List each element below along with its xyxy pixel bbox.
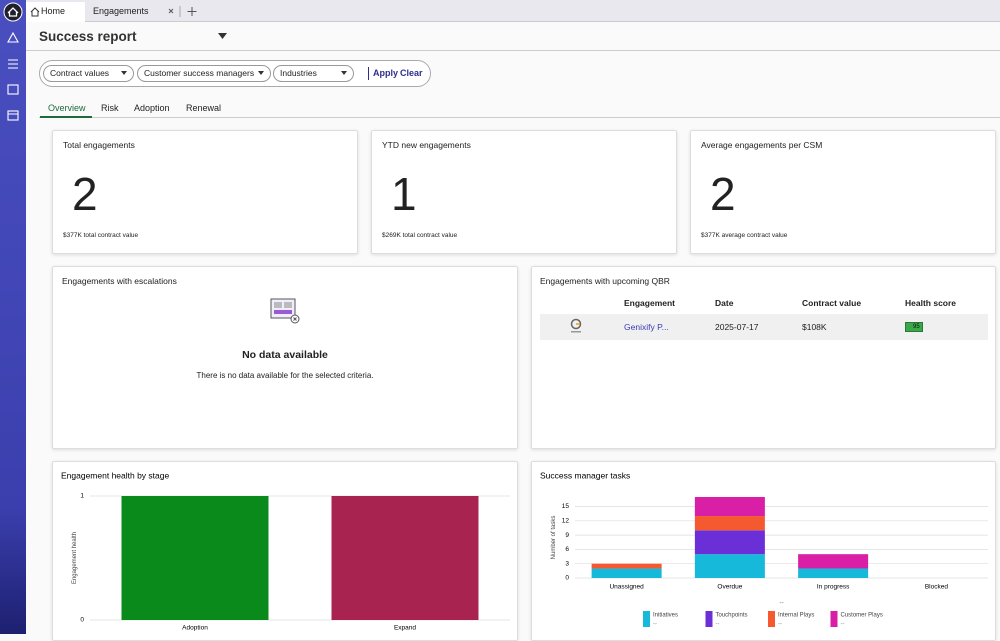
- x-tick-label: Blocked: [925, 584, 949, 591]
- legend-label: Internal Plays: [778, 613, 814, 619]
- legend-note: --: [716, 622, 720, 628]
- legend-note: --: [653, 622, 657, 628]
- filter-label: Contract values: [50, 68, 110, 78]
- company-logo: [570, 318, 582, 333]
- kpi-card: Total engagements 2 $377K total contract…: [52, 130, 358, 254]
- view-tab[interactable]: Renewal: [186, 103, 222, 113]
- legend-swatch: [768, 611, 775, 627]
- tabs-line: [39, 117, 1000, 118]
- kpi-note: $269K total contract value: [382, 232, 458, 239]
- tab-controls[interactable]: [166, 6, 202, 18]
- filter-label: Customer success managers: [144, 68, 255, 78]
- chart-title: Engagement health by stage: [61, 470, 169, 480]
- y-tick-label: 0: [565, 575, 569, 582]
- kpi-note: $377K average contract value: [701, 232, 788, 239]
- legend-swatch: [643, 611, 650, 627]
- bar-segment: [694, 516, 765, 531]
- bar-segment: [694, 497, 765, 517]
- kpi-label: Average engagements per CSM: [701, 140, 823, 150]
- sidebar-icons: [3, 2, 23, 121]
- y-axis-label: Number of tasks: [551, 516, 557, 560]
- legend-swatch: [830, 611, 838, 627]
- kpi-note: $377K total contract value: [63, 232, 139, 239]
- legend-label: Touchpoints: [716, 613, 748, 619]
- divider: [26, 50, 1000, 51]
- kpi-label: Total engagements: [63, 140, 135, 150]
- kpi-value: 1: [391, 168, 417, 220]
- bar: [331, 496, 479, 620]
- legend-note: --: [778, 622, 782, 628]
- column-header: Engagement: [624, 298, 676, 308]
- legend-swatch: [705, 611, 713, 627]
- view-tab[interactable]: Adoption: [134, 103, 170, 113]
- x-axis-label: --: [779, 600, 783, 607]
- bar-segment: [591, 563, 662, 569]
- legend-note: --: [841, 622, 845, 628]
- tab-label[interactable]: Home: [41, 6, 66, 16]
- x-tick-label: Unassigned: [609, 584, 644, 591]
- y-axis-label: Engagement health: [72, 532, 78, 584]
- y-tick-label: 0: [80, 617, 84, 624]
- apply-button[interactable]: Apply: [373, 68, 399, 78]
- browser-tabbar: [26, 0, 1000, 22]
- y-tick-label: 1: [80, 493, 84, 500]
- kpi-card: YTD new engagements 1 $269K total contra…: [371, 130, 677, 254]
- qbr-card: Engagements with upcoming QBR Engagement…: [531, 266, 996, 449]
- column-header: Health score: [905, 298, 957, 308]
- y-tick-label: 12: [562, 518, 570, 525]
- kpi-card: Average engagements per CSM 2 $377K aver…: [690, 130, 996, 254]
- bar-segment: [694, 554, 765, 578]
- engagement-link[interactable]: Genixify P...: [624, 322, 669, 332]
- separator: [368, 67, 369, 80]
- x-tick-label: In progress: [817, 584, 850, 591]
- column-header: Contract value: [802, 298, 862, 308]
- kpi-value: 2: [72, 168, 98, 220]
- tab-label[interactable]: Engagements: [93, 6, 149, 16]
- health-badge: 95: [905, 322, 923, 332]
- legend-label: Customer Plays: [841, 613, 883, 619]
- kpi-label: YTD new engagements: [382, 140, 471, 150]
- empty-icon: [270, 298, 300, 324]
- filter-dropdown[interactable]: Industries: [273, 65, 354, 82]
- y-tick-label: 15: [562, 503, 570, 510]
- card-title: Engagements with upcoming QBR: [540, 276, 670, 286]
- filter-dropdown[interactable]: Customer success managers: [137, 65, 271, 82]
- cell: $108K: [802, 322, 827, 332]
- column-header: Date: [715, 298, 734, 308]
- cell: 2025-07-17: [715, 322, 759, 332]
- legend-label: Initiatives: [653, 613, 678, 619]
- bar-segment: [798, 568, 869, 578]
- y-tick-label: 6: [565, 546, 569, 553]
- filter-label: Industries: [280, 68, 317, 78]
- empty-title: No data available: [242, 349, 328, 361]
- sidebar: [0, 0, 26, 634]
- view-tab[interactable]: Overview: [48, 103, 86, 113]
- home-tab[interactable]: [26, 2, 85, 22]
- escalations-card: Engagements with escalations No data ava…: [52, 266, 518, 449]
- x-tick-label: Expand: [394, 625, 416, 632]
- active-tab-underline: [40, 116, 92, 118]
- home-icon: [30, 7, 40, 17]
- chart-title: Success manager tasks: [540, 470, 630, 480]
- bar-segment: [694, 530, 765, 555]
- bar: [121, 496, 269, 620]
- filter-dropdown[interactable]: Contract values: [43, 65, 134, 82]
- clear-button[interactable]: Clear: [400, 68, 423, 78]
- view-tab[interactable]: Risk: [101, 103, 119, 113]
- x-tick-label: Adoption: [182, 625, 208, 632]
- y-tick-label: 3: [565, 560, 569, 567]
- empty-text: There is no data available for the selec…: [196, 371, 374, 380]
- x-tick-label: Overdue: [717, 584, 742, 591]
- card-title: Engagements with escalations: [62, 276, 177, 286]
- bar-segment: [798, 554, 869, 569]
- page-title: Success report: [39, 29, 137, 44]
- title-dropdown[interactable]: [218, 33, 228, 40]
- kpi-value: 2: [710, 168, 736, 220]
- bar-segment: [591, 568, 662, 578]
- y-tick-label: 9: [565, 532, 569, 539]
